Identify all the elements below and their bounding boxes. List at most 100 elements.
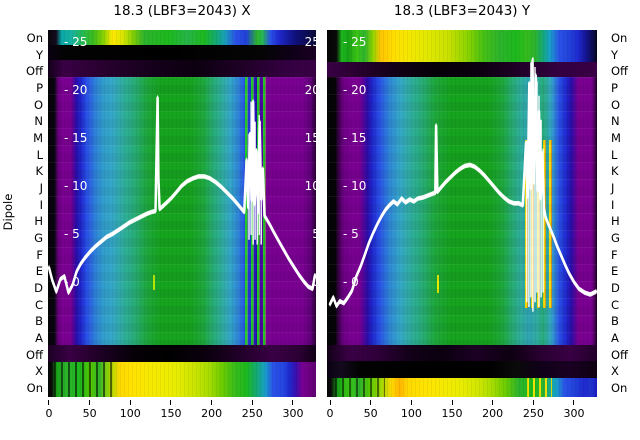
row-label-right: On: [611, 381, 628, 396]
y-tick-label-right: 5 -: [312, 227, 316, 242]
band-on-y-top: [327, 30, 597, 62]
x-tick-mark: [170, 400, 172, 405]
row-label-right: O: [611, 97, 621, 112]
y-tick-label-right: 15 -: [304, 131, 316, 145]
x-tick-mark: [251, 400, 253, 405]
panel-y-title: 18.3 (LBF3=2043) Y: [393, 3, 531, 19]
x-tick-mark: [573, 400, 575, 405]
row-label-right: Off: [611, 64, 628, 79]
y-tick-label-left: - 20: [64, 83, 88, 97]
row-label-right: L: [611, 147, 618, 162]
row-label-left: J: [39, 180, 43, 195]
column-texture: [48, 30, 316, 397]
yellow-stripes-bottom: [527, 378, 552, 397]
x-tick-mark: [329, 400, 331, 405]
signal-curve: [48, 98, 316, 295]
x-tick-mark: [89, 400, 91, 405]
y-tick-label-left: - 25: [343, 35, 367, 49]
x-tick-label: 300: [282, 407, 304, 420]
row-label-right: Off: [611, 347, 628, 362]
y-tick-label-right: 10 -: [304, 179, 316, 193]
y-tick-label-left: - 5: [343, 227, 359, 241]
band-x-row: [327, 361, 597, 378]
x-tick-mark: [370, 400, 372, 405]
column-texture: [327, 30, 597, 397]
row-label-left: P: [36, 80, 43, 95]
y-tick-label-right: 20 -: [304, 83, 316, 97]
y-tick-label-left: - 10: [64, 179, 88, 193]
x-tick-label: 250: [522, 407, 544, 420]
x-tick-mark: [492, 400, 494, 405]
row-label-right: On: [611, 30, 628, 45]
y-tick-label-left: - 15: [64, 131, 88, 145]
x-tick-label: 200: [201, 407, 223, 420]
signal-curve: [328, 59, 597, 308]
band-on-top: [48, 30, 316, 45]
row-label-left: Y: [35, 47, 43, 62]
row-label-left: L: [36, 147, 43, 162]
y-tick-label-left: - 10: [343, 179, 367, 193]
row-label-left: C: [34, 297, 43, 312]
small-yellow-tick: [437, 275, 439, 293]
x-axis-panel-y: 0 50 100 150 200 250 300: [327, 397, 597, 429]
row-label-left: Off: [26, 347, 43, 362]
row-label-left: On: [26, 381, 43, 396]
y-tick-label-left: - 20: [343, 83, 367, 97]
heatmap-panel-y: - 25- 20- 15- 10- 5- 0: [327, 30, 597, 397]
signal-curve: [329, 57, 597, 305]
row-label-right: H: [611, 214, 620, 229]
row-label-left: A: [35, 331, 43, 346]
row-label-right: D: [611, 281, 620, 296]
heatmap-body: [48, 77, 316, 345]
x-tick-label: 0: [45, 407, 53, 420]
row-labels-left: On Y Off P O N M L K J I H G F E D C B A Off X On: [0, 30, 44, 397]
x-tick-label: 50: [363, 407, 378, 420]
row-label-right: C: [611, 297, 620, 312]
row-label-left: F: [36, 247, 43, 262]
panel-x-title: 18.3 (LBF3=2043) X: [113, 3, 251, 19]
row-label-left: X: [35, 364, 43, 379]
row-label-left: I: [39, 197, 43, 212]
x-tick-label: 150: [441, 407, 463, 420]
row-label-right: K: [611, 164, 619, 179]
x-axis-panel-x: 0 50 100 150 200 250 300: [45, 397, 316, 429]
row-labels-right: On Y Off P O N M L K J I H G F E D C B A Off X On: [609, 30, 640, 397]
x-tick-label: 0: [326, 407, 334, 420]
x-tick-label: 200: [482, 407, 504, 420]
x-tick-label: 300: [563, 407, 585, 420]
x-tick-label: 100: [400, 407, 422, 420]
row-label-right: B: [611, 314, 619, 329]
x-tick-label: 50: [82, 407, 97, 420]
dark-stripes-bottom: [54, 362, 112, 397]
row-label-left: O: [33, 97, 43, 112]
row-label-left: K: [35, 164, 43, 179]
row-label-left: On: [26, 30, 43, 45]
row-texture: [48, 77, 316, 345]
row-label-right: Y: [611, 47, 619, 62]
row-label-right: M: [611, 130, 621, 145]
row-label-right: E: [611, 264, 619, 279]
row-texture: [327, 77, 597, 345]
dark-stripes-bottom: [335, 378, 385, 397]
signal-curve: [48, 95, 316, 292]
x-tick-mark: [292, 400, 294, 405]
y-tick-label-left: - 5: [64, 227, 80, 241]
x-tick-label: 150: [160, 407, 182, 420]
y-tick-label-right: 25 -: [304, 35, 316, 49]
signal-curve: [329, 61, 597, 309]
row-label-right: A: [611, 331, 619, 346]
row-label-left: Off: [26, 64, 43, 79]
x-tick-mark: [48, 400, 50, 405]
x-tick-mark: [129, 400, 131, 405]
y-tick-label-left: - 15: [343, 131, 367, 145]
row-label-right: G: [611, 231, 620, 246]
row-label-right: J: [611, 180, 615, 195]
band-off-bottom: [48, 345, 316, 362]
row-label-left: N: [34, 114, 43, 129]
band-off-top: [48, 60, 316, 77]
row-label-right: X: [611, 364, 619, 379]
x-tick-mark: [451, 400, 453, 405]
curve-overlay-x: [48, 95, 316, 295]
small-green-tick: [153, 275, 155, 290]
